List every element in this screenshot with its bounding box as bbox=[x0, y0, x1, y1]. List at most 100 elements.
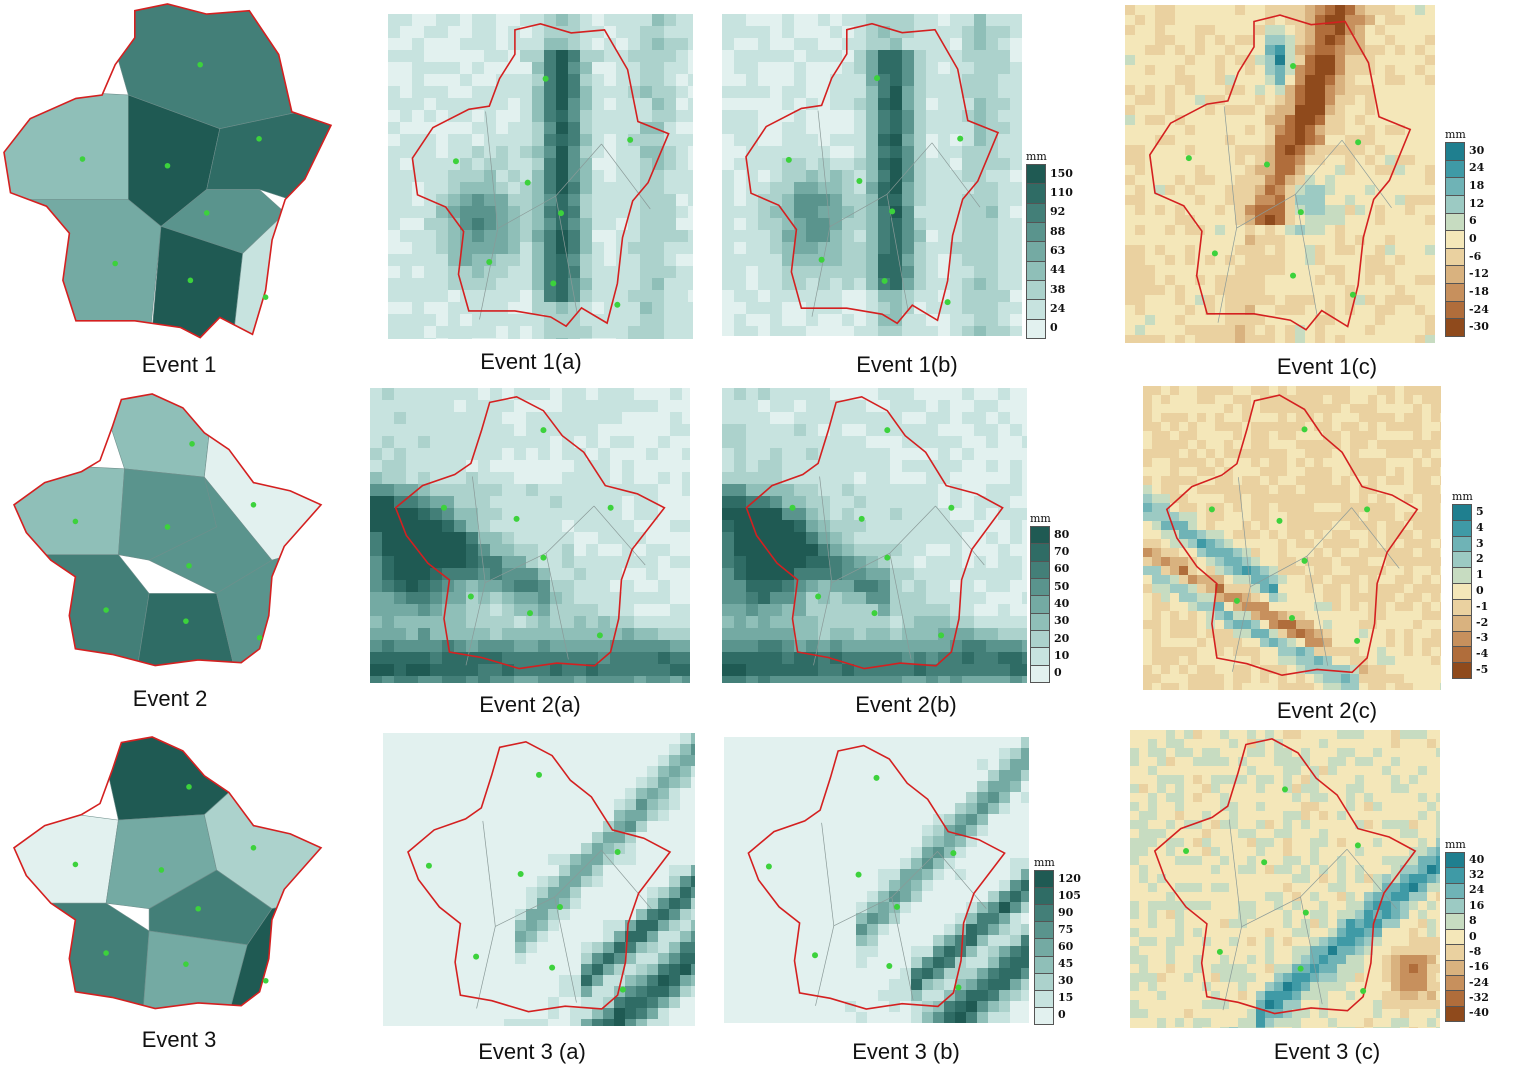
legend-label: 110 bbox=[1050, 186, 1073, 199]
rain-gauge-station bbox=[164, 162, 171, 169]
legend-label: 40 bbox=[1054, 597, 1070, 610]
legend-swatch bbox=[1445, 300, 1465, 320]
legend-label: 15 bbox=[1058, 991, 1074, 1005]
legend-swatch bbox=[1026, 318, 1046, 339]
rain-gauge-station bbox=[452, 158, 459, 165]
legend-swatch bbox=[1445, 230, 1465, 249]
caption-event-1b: Event 1(b) bbox=[856, 352, 958, 377]
legend-label: 24 bbox=[1469, 161, 1485, 175]
map-canvas bbox=[1130, 730, 1440, 1028]
legend-swatch bbox=[1445, 867, 1465, 884]
legend-swatch bbox=[1445, 882, 1465, 900]
rain-gauge-station bbox=[549, 964, 556, 971]
rain-gauge-station bbox=[187, 277, 194, 284]
raster-grid bbox=[1130, 730, 1440, 1028]
raster-grid bbox=[1125, 5, 1435, 343]
rain-gauge-station bbox=[596, 632, 603, 639]
rainfall-map-event-3b bbox=[724, 737, 1029, 1023]
legend-swatch bbox=[1034, 938, 1054, 957]
rain-gauge-station bbox=[1355, 139, 1362, 146]
rain-gauge-station bbox=[540, 554, 547, 561]
rain-gauge-station bbox=[1183, 847, 1190, 854]
rainfall-map-event-2b bbox=[722, 388, 1027, 683]
basin-boundary bbox=[3, 3, 333, 339]
rain-gauge-station bbox=[262, 294, 269, 300]
legend-label: -2 bbox=[1476, 615, 1489, 629]
caption-event-3a: Event 3 (a) bbox=[478, 1039, 586, 1064]
caption-event-1: Event 1 bbox=[141, 352, 217, 377]
caption-event-3b: Event 3 (b) bbox=[852, 1039, 960, 1064]
legend-swatch bbox=[1026, 280, 1046, 301]
rain-gauge-station bbox=[1364, 506, 1371, 513]
legend-label: -24 bbox=[1469, 975, 1489, 989]
rain-gauge-station bbox=[938, 632, 945, 639]
caption-event-2b: Event 2(b) bbox=[855, 692, 957, 717]
legend-swatch bbox=[1445, 194, 1465, 214]
legend-swatch bbox=[1026, 164, 1046, 185]
rainfall-map-event-3a bbox=[383, 733, 695, 1026]
thiessen-cell bbox=[14, 902, 150, 1009]
legend-swatch bbox=[1445, 1005, 1465, 1022]
map-canvas bbox=[722, 14, 1022, 336]
legend-event-3c: mm 40 32 24 16 8 0 -8 -16 -24 -32 -40 bbox=[1445, 838, 1507, 1023]
legend-swatch bbox=[1445, 283, 1465, 302]
legend-swatch bbox=[1452, 583, 1472, 600]
legend-unit: mm bbox=[1034, 856, 1055, 869]
legend-swatch bbox=[1034, 989, 1054, 1008]
legend-swatch bbox=[1030, 664, 1050, 683]
caption-event-3c: Event 3 (c) bbox=[1273, 1039, 1381, 1064]
legend-swatch bbox=[1034, 904, 1054, 923]
legend-swatch bbox=[1452, 614, 1472, 632]
legend-unit: mm bbox=[1026, 150, 1047, 163]
rain-gauge-station bbox=[950, 850, 957, 857]
legend-label: 75 bbox=[1058, 922, 1074, 936]
legend-swatch bbox=[1452, 630, 1472, 648]
legend-label: -32 bbox=[1469, 990, 1489, 1004]
legend-label: -30 bbox=[1469, 320, 1489, 334]
rain-gauge-station bbox=[858, 515, 865, 522]
rain-gauge-station bbox=[79, 156, 86, 162]
thiessen-cell bbox=[148, 476, 273, 594]
legend-event-1ab: mm 150 110 92 88 63 44 38 24 0 bbox=[1026, 150, 1076, 340]
basin-boundary bbox=[1153, 738, 1417, 1015]
rain-gauge-station bbox=[874, 75, 881, 82]
rain-gauge-station bbox=[1301, 426, 1308, 433]
rain-gauge-station bbox=[1354, 842, 1361, 849]
rain-gauge-station bbox=[1290, 62, 1297, 69]
rain-gauge-station bbox=[542, 75, 549, 82]
rain-gauge-station bbox=[256, 634, 263, 641]
caption-event-1a: Event 1(a) bbox=[480, 349, 582, 374]
raster-grid bbox=[722, 14, 1022, 336]
rain-gauge-station bbox=[884, 554, 891, 561]
rain-gauge-station bbox=[789, 504, 796, 511]
rain-gauge-station bbox=[1263, 161, 1270, 168]
legend-label: 92 bbox=[1050, 205, 1066, 219]
rain-gauge-station bbox=[524, 179, 531, 186]
legend-label: 10 bbox=[1054, 649, 1070, 662]
rain-gauge-station bbox=[1216, 948, 1223, 955]
rain-gauge-station bbox=[103, 607, 109, 613]
legend-swatch bbox=[1445, 177, 1465, 196]
rain-gauge-station bbox=[183, 961, 189, 967]
thiessen-map-event-2 bbox=[10, 390, 325, 675]
rain-gauge-station bbox=[183, 618, 189, 624]
legend-label: 0 bbox=[1058, 1008, 1066, 1022]
thiessen-map-event-1 bbox=[0, 0, 335, 345]
legend-label: 90 bbox=[1058, 905, 1074, 919]
basin-boundary bbox=[411, 22, 670, 328]
rain-gauge-station bbox=[815, 593, 822, 600]
legend-label: 0 bbox=[1469, 929, 1477, 943]
legend-label: 8 bbox=[1469, 914, 1477, 928]
rain-gauge-station bbox=[540, 427, 547, 434]
legend-event-3ab: mm 120 105 90 75 60 45 30 15 0 bbox=[1034, 856, 1084, 1026]
map-canvas bbox=[724, 737, 1029, 1023]
legend-label: 44 bbox=[1050, 263, 1066, 277]
legend-swatch bbox=[1445, 990, 1465, 1007]
legend-label: 70 bbox=[1054, 545, 1070, 558]
rain-gauge-station bbox=[203, 210, 210, 216]
rain-gauge-station bbox=[1354, 637, 1361, 644]
rain-gauge-station bbox=[473, 953, 480, 960]
legend-swatch bbox=[1445, 852, 1465, 869]
legend-swatch bbox=[1452, 646, 1472, 664]
rain-gauge-station bbox=[195, 905, 201, 912]
